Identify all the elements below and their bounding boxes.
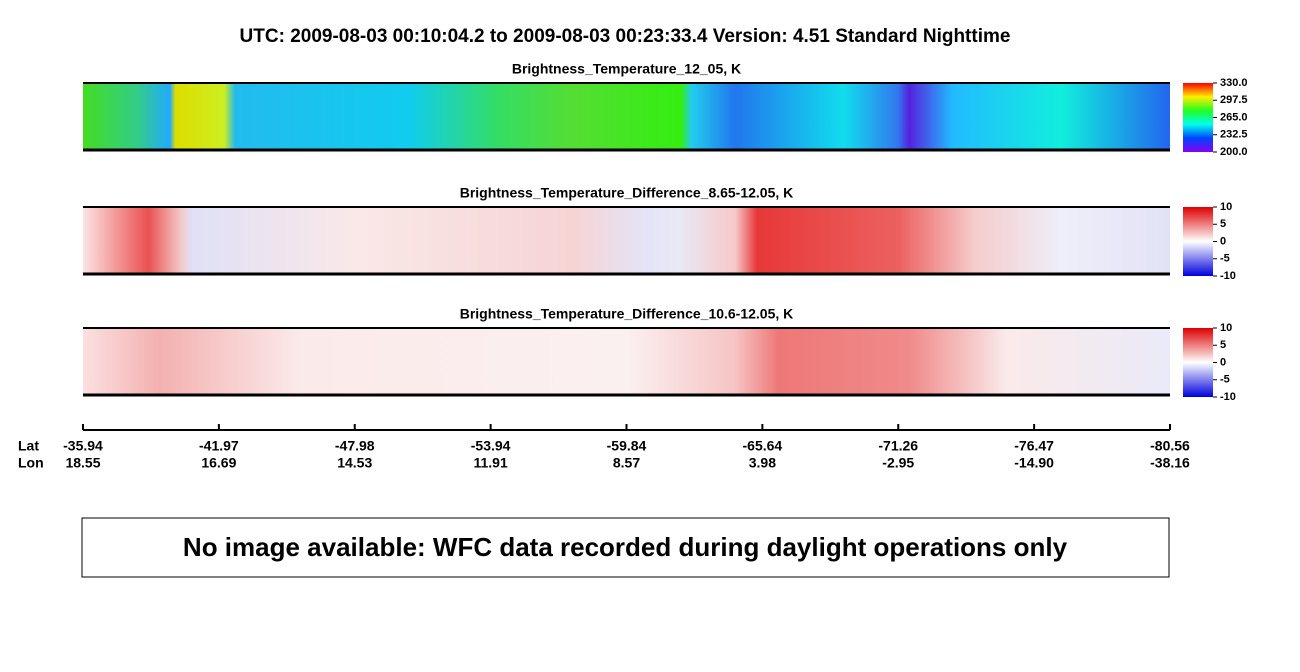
colorbar-tick-label: 297.5 (1220, 94, 1248, 106)
lon-label: 3.98 (749, 455, 776, 471)
image-strip (83, 207, 1170, 274)
colorbar-tick-label: 265.0 (1220, 111, 1248, 123)
colorbar-tick-label: 0 (1220, 235, 1226, 247)
message: No image available: WFC data recorded du… (183, 532, 1068, 562)
colorbar-tick-label: 200.0 (1220, 146, 1248, 158)
colorbar-tick-label: 5 (1220, 218, 1226, 230)
colorbar-tick-label: 10 (1220, 322, 1232, 334)
row-label: Lon (18, 455, 44, 471)
panel-title: Brightness_Temperature_Difference_8.65-1… (460, 185, 794, 201)
lat-label: -41.97 (199, 438, 239, 454)
lon-label: 16.69 (201, 455, 236, 471)
lon-label: 14.53 (337, 455, 372, 471)
panel-title: Brightness_Temperature_Difference_10.6-1… (460, 306, 794, 322)
lon-label: 18.55 (65, 455, 100, 471)
colorbar-tick-label: 0 (1220, 356, 1226, 368)
lat-label: -47.98 (335, 438, 375, 454)
lon-label: -14.90 (1014, 455, 1054, 471)
lat-label: -53.94 (471, 438, 511, 454)
message-box (81, 517, 1170, 578)
lon-label: -2.95 (882, 455, 914, 471)
colorbar (1183, 328, 1213, 397)
lat-label: -76.47 (1014, 438, 1054, 454)
colorbar-tick-label: 5 (1220, 339, 1226, 351)
image-strip (83, 328, 1170, 395)
lat-label: -71.26 (878, 438, 918, 454)
lon-label: 11.91 (473, 455, 507, 471)
lat-label: -80.56 (1150, 438, 1190, 454)
image-strip (83, 83, 1170, 150)
panel-title: Brightness_Temperature_12_05, K (512, 61, 741, 77)
colorbar-tick-label: 232.5 (1220, 129, 1248, 141)
colorbar (1183, 83, 1213, 152)
colorbar-tick-label: -10 (1220, 270, 1236, 282)
colorbar (1183, 207, 1213, 276)
title: UTC: 2009-08-03 00:10:04.2 to 2009-08-03… (240, 26, 1011, 47)
lon-label: 8.57 (613, 455, 640, 471)
lon-label: -38.16 (1150, 455, 1190, 471)
colorbar-tick-label: -5 (1220, 253, 1230, 265)
lat-label: -65.64 (743, 438, 783, 454)
colorbar-tick-label: 10 (1220, 201, 1232, 213)
colorbar-tick-label: 330.0 (1220, 77, 1248, 89)
row-label: Lat (18, 438, 39, 454)
colorbar-tick-label: -5 (1220, 374, 1230, 386)
colorbar-tick-label: -10 (1220, 391, 1236, 403)
lat-label: -35.94 (63, 438, 103, 454)
lat-label: -59.84 (607, 438, 647, 454)
